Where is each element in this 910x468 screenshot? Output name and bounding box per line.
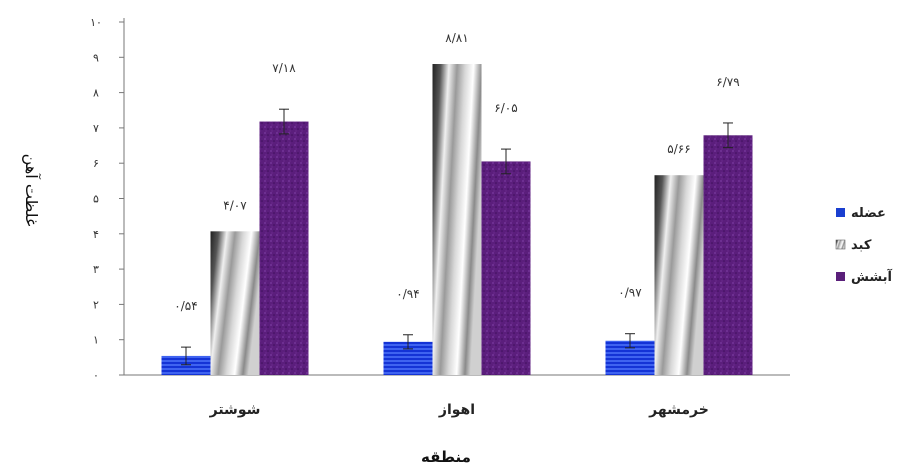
y-tick-label: ۸ [93,87,99,100]
bars [161,64,753,376]
y-tick-label: ۱ [93,334,99,347]
data-label: ۷/۱۸ [272,61,296,75]
bar [259,121,309,376]
x-tick-label: شوشتر [209,402,261,418]
y-tick-label: ۳ [93,263,99,276]
legend-label: عضله [851,206,886,221]
y-tick-label: ۰ [93,369,99,382]
bar [654,175,704,375]
bar [432,64,482,375]
x-axis-label: منطقه [421,448,471,466]
data-label: ۰/۹۷ [618,286,642,300]
legend-label: آبشش [851,268,892,285]
y-tick-label: ۷ [93,122,99,135]
bar [481,161,531,375]
legend: عضله کبد آبشش [835,206,892,285]
data-label: ۰/۵۴ [174,299,197,313]
y-tick-label: ۶ [93,157,99,170]
x-tick-label: خرمشهر [648,402,709,418]
data-label: ۶/۰۵ [494,101,517,115]
data-label: ۶/۷۹ [716,75,739,89]
legend-swatch [836,208,845,217]
data-label: ۰/۹۴ [396,287,419,301]
bar [161,355,211,375]
bar [703,135,753,375]
legend-label: کبد [851,238,872,253]
labels: ۰/۵۴ ۴/۰۷ ۷/۱۸ شوشتر ۰/۹۴ ۸/۸۱ ۶/۰۵ اهواز ۰/۹۷ ۵/… [174,31,739,418]
data-label: ۸/۸۱ [445,31,468,45]
bar [210,231,260,375]
y-tick-label: ۵ [93,193,99,206]
data-label: ۴/۰۷ [223,198,247,212]
y-tick-label: ۱۰ [90,16,102,29]
x-tick-label: اهواز [438,402,475,418]
legend-swatch [836,272,845,281]
y-axis-label: غلظت آهن [21,154,41,227]
data-label: ۵/۶۶ [667,142,690,156]
y-tick-label: ۴ [93,228,99,241]
legend-swatch [835,239,846,250]
y-tick-label: ۹ [93,51,99,64]
y-tick-label: ۲ [93,298,99,311]
